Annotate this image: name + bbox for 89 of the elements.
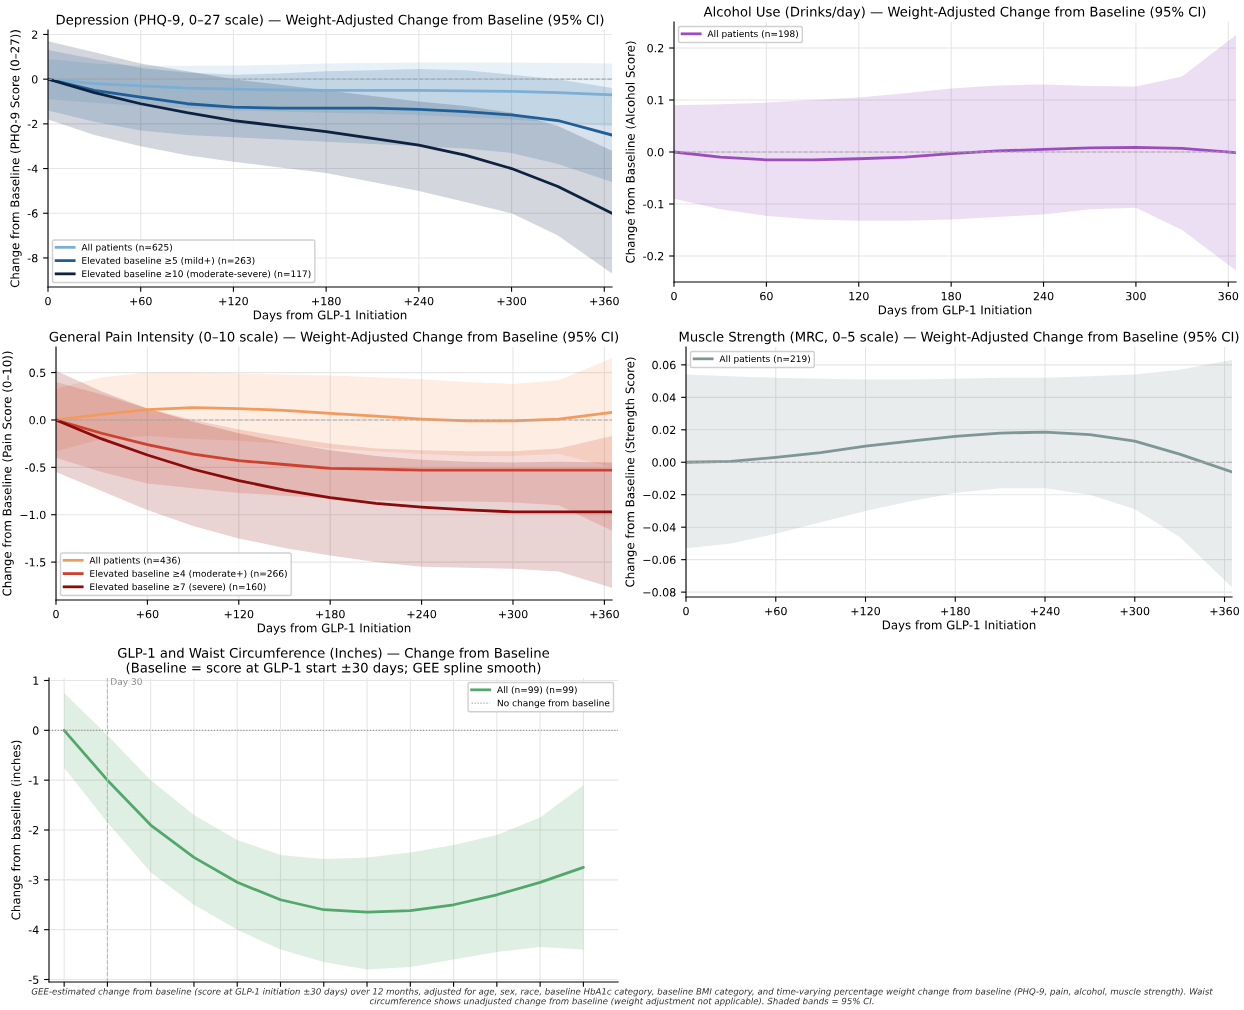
y-tick-label: 0 [32, 726, 39, 735]
chart-subtitle: (Baseline = score at GLP-1 start ±30 days; GEE spline smooth) [126, 662, 541, 676]
x-tick-label: +180 [316, 609, 345, 619]
y-tick-label: 0.0 [29, 415, 46, 425]
chart-title: GLP-1 and Waist Circumference (Inches) — Change from Baseline [117, 647, 550, 661]
legend-label: Elevated baseline ≥7 (severe) (n=160) [90, 583, 266, 592]
legend-label: All patients (n=198) [707, 30, 798, 39]
legend-label: No change from baseline [497, 699, 610, 709]
x-tick-label: +360 [1210, 606, 1240, 616]
line-series [62, 728, 585, 914]
y-tick-label: 0.06 [652, 360, 676, 370]
x-tick-label: +120 [851, 606, 881, 616]
y-axis-title: Change from baseline (inches) [11, 740, 23, 920]
y-tick-label: -2 [28, 825, 39, 835]
y-axis-title: Change from Baseline (Alcohol Score) [625, 41, 638, 263]
y-tick-label: -1 [28, 776, 39, 785]
y-tick-label: -3 [28, 875, 39, 885]
x-tick-label: +60 [765, 606, 787, 616]
y-tick-label: −0.08 [643, 588, 676, 597]
y-tick-label: -0.5 [25, 463, 46, 472]
y-tick-label: 0.00 [652, 458, 676, 467]
y-axis-title: Change from Baseline (PHQ-9 Score (0–27)) [10, 30, 22, 288]
y-tick-label: 0.5 [29, 368, 46, 377]
line-series [48, 77, 612, 215]
annotation: Day 30 [111, 678, 142, 687]
x-tick-label: +240 [1030, 606, 1060, 616]
x-tick-label: 180 [941, 291, 962, 301]
y-tick-label: 0.04 [652, 393, 676, 402]
x-tick-label: 0 [683, 606, 689, 616]
y-tick-label: -6 [27, 209, 38, 218]
y-tick-label: 0.1 [647, 95, 664, 105]
x-tick-label: 60 [760, 291, 773, 301]
x-tick-label: +300 [1120, 606, 1150, 616]
y-tick-label: -8 [27, 253, 38, 263]
legend-label: All patients (n=625) [81, 243, 172, 253]
x-tick-label: +180 [941, 606, 970, 616]
y-tick-label: 0.02 [652, 425, 676, 435]
legend-label: All patients (n=219) [719, 355, 810, 364]
legend-label: Elevated baseline ≥10 (moderate-severe) (n=117) [82, 270, 311, 279]
x-tick-label: +60 [130, 296, 152, 306]
y-tick-label: 1 [33, 676, 39, 685]
x-tick-label: +300 [497, 296, 527, 306]
text: GEE-estimated change from baseline (score at GLP-1 initiation ±30 days) over 12 months, adjusted for age, sex, race, baseline HbA1c category, baseline BMI category, and time-varying percentage weight change from baseline (PHQ-9, pain, alcohol, muscle strength). Waist circumference shows unadjusted change from baseline (weight adjustment not applicable). Shaded bands = 95% CI. [31, 987, 1213, 1006]
x-axis-title: Days from GLP-1 Initiation [257, 623, 411, 635]
x-tick-label: 360 [1218, 291, 1239, 301]
y-tick-label: -1.5 [25, 558, 46, 567]
x-tick-label: +120 [219, 296, 248, 306]
y-tick-label: -4 [28, 925, 39, 934]
y-tick-label: 0.0 [647, 147, 664, 157]
y-axis-title: Change from Baseline (Strength Score) [625, 357, 637, 587]
y-tick-label: 2 [32, 30, 38, 39]
legend-label: Elevated baseline ≥4 (moderate+) (n=266) [90, 569, 287, 578]
x-tick-label: +300 [498, 609, 528, 619]
y-tick-label: −0.06 [643, 555, 676, 565]
chart-title: Alcohol Use (Drinks/day) — Weight-Adjusted Change from Baseline (95% CI) [703, 6, 1206, 20]
y-tick-label: -0.2 [643, 251, 664, 261]
x-tick-label: 0 [53, 609, 59, 619]
legend-label: Elevated baseline ≥5 (mild+) (n=263) [82, 256, 255, 265]
chart-title: Depression (PHQ-9, 0–27 scale) — Weight-Adjusted Change from Baseline (95% CI) [56, 14, 604, 28]
y-tick-label: -2 [27, 119, 38, 129]
line-series [674, 145, 1236, 162]
y-tick-label: -5 [28, 975, 39, 984]
legend-label: All patients (n=436) [89, 556, 180, 566]
x-axis-title: Days from GLP-1 Initiation [878, 305, 1032, 317]
x-axis-title: Days from GLP-1 Initiation [253, 310, 407, 322]
line-series [56, 418, 612, 514]
y-tick-label: 0 [31, 75, 38, 84]
x-tick-label: +180 [312, 296, 341, 306]
x-tick-label: +60 [136, 609, 159, 619]
line-series [686, 430, 1232, 474]
x-tick-label: 120 [849, 291, 869, 301]
y-tick-label: −0.04 [643, 523, 676, 532]
y-tick-label: −0.02 [643, 490, 676, 500]
x-tick-label: +360 [590, 296, 619, 306]
x-tick-label: 300 [1126, 291, 1146, 301]
y-tick-label: 0.2 [647, 43, 664, 53]
y-tick-label: -0.1 [643, 199, 664, 209]
chart-title: Muscle Strength (MRC, 0–5 scale) — Weight-Adjusted Change from Baseline (95% CI) [679, 331, 1239, 345]
y-axis-title: Change from Baseline (Pain Score (0–10)) [2, 351, 14, 596]
x-tick-label: +240 [404, 296, 434, 306]
y-tick-label: -4 [27, 164, 38, 173]
x-axis-title: Days from GLP-1 Initiation [882, 620, 1036, 632]
x-tick-label: 240 [1033, 291, 1054, 301]
x-tick-label: +360 [590, 609, 619, 619]
chart-title: General Pain Intensity (0–10 scale) — Weight-Adjusted Change from Baseline (95% CI) [49, 331, 619, 345]
y-tick-label: −1.0 [20, 510, 46, 520]
legend-label: All (n=99) (n=99) [497, 686, 577, 695]
x-tick-label: +240 [407, 609, 437, 619]
x-tick-label: +120 [224, 609, 254, 619]
